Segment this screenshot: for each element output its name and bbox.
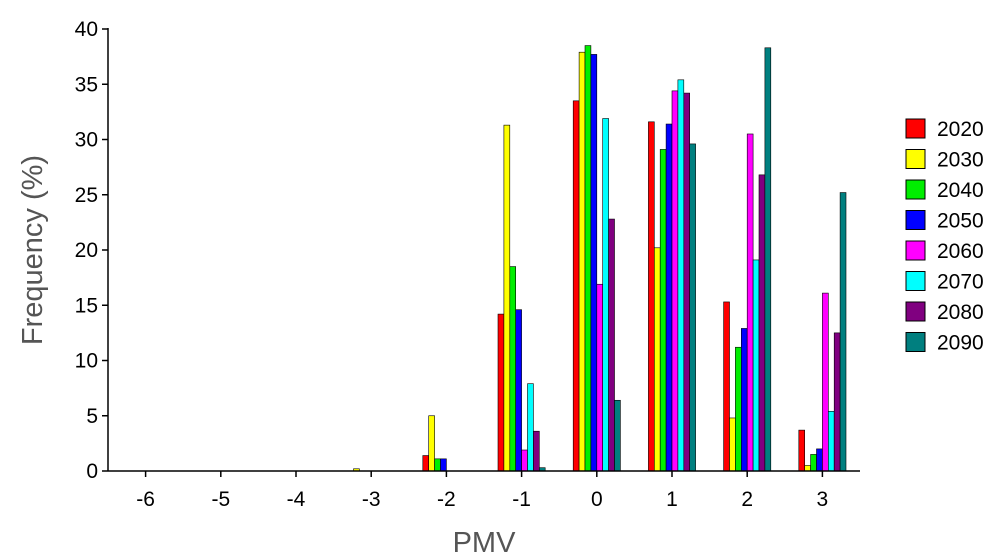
x-tick-label: 1 [666,488,678,511]
bar-2040-pmv--2 [434,458,441,472]
y-tick-label: 35 [75,73,98,96]
bar-2060-pmv--1 [521,449,528,472]
x-tick-label: -5 [211,488,230,511]
bar-2030-pmv-0 [578,51,586,472]
y-axis-title: Frequency (%) [17,155,49,345]
bar-2070-pmv-0 [602,118,609,472]
bar-2050-pmv--2 [440,458,447,472]
x-tick-label: -6 [136,488,155,511]
x-tick-label: 0 [591,488,603,511]
legend-swatch-2030 [905,149,926,169]
legend-swatch-2040 [905,179,926,200]
bar-2050-pmv--1 [515,309,522,472]
bar-2040-pmv-0 [584,45,592,472]
bar-2030-pmv--2 [428,415,435,472]
tick-labels-layer: 0 5 10 15 20 25 30 35 40 -6 -5 -4 -3 -2 -1 0 1 2 3 [75,18,829,511]
bar-2090-pmv-3 [839,192,847,472]
x-tick-label: 2 [741,488,753,511]
bar-2020-pmv-0 [572,100,580,472]
axes-layer [102,28,860,477]
bar-2070-pmv-2 [752,259,760,472]
y-tick-label: 0 [86,460,98,483]
bar-2070-pmv-3 [827,411,835,472]
bar-2020-pmv-3 [798,429,805,472]
bar-2020-pmv-2 [723,301,730,472]
x-axis-title: PMV [453,527,517,557]
legend-label-2080: 2080 [937,301,984,324]
y-tick-label: 15 [75,294,98,317]
x-tick-label: -3 [362,488,381,511]
bar-2060-pmv-1 [671,90,679,472]
y-tick-label: 10 [75,350,98,373]
bar-2070-pmv--1 [527,383,534,472]
bar-2050-pmv-3 [816,448,823,472]
bar-2040-pmv-1 [659,149,667,472]
legend: 2020 2030 2040 2050 2060 2070 2080 2090 [905,118,984,355]
y-tick-label: 5 [86,405,98,428]
y-tick-label: 40 [75,18,98,41]
legend-swatch-2050 [905,210,926,230]
legend-swatch-2020 [905,118,926,139]
bar-2030-pmv--1 [503,124,511,472]
bar-2060-pmv-3 [822,292,829,472]
bar-2060-pmv-0 [596,283,603,472]
bar-2020-pmv--1 [497,313,505,472]
x-tick-label: 3 [817,488,829,511]
legend-label-2020: 2020 [937,118,984,141]
bar-2050-pmv-2 [740,328,748,472]
bar-2080-pmv--1 [533,430,540,472]
bar-2080-pmv-3 [833,332,841,472]
y-tick-label: 20 [75,239,98,262]
legend-label-2060: 2060 [937,240,984,263]
legend-label-2070: 2070 [937,271,984,294]
bar-2060-pmv-2 [746,133,754,472]
bar-2040-pmv-3 [810,454,817,472]
bar-2090-pmv-0 [614,399,621,472]
bar-2080-pmv-1 [683,92,690,472]
legend-label-2050: 2050 [937,210,984,233]
x-tick-label: -4 [287,488,306,511]
bar-2080-pmv-2 [758,174,766,472]
bar-2040-pmv-2 [735,346,742,472]
bar-2080-pmv-0 [608,218,615,472]
bar-2040-pmv--1 [509,266,516,472]
legend-swatch-2080 [905,301,926,322]
y-tick-label: 30 [75,129,98,152]
bar-2030-pmv-2 [729,417,736,472]
bar-2070-pmv-1 [677,79,685,472]
bar-2030-pmv-3 [804,465,811,472]
bar-2090-pmv-1 [689,143,696,472]
bar-2030-pmv-1 [653,247,661,472]
bar-2020-pmv-1 [648,121,655,472]
x-tick-label: -1 [512,488,531,511]
bar-2020-pmv--2 [422,455,429,472]
x-tick-label: -2 [437,488,456,511]
legend-label-2090: 2090 [937,332,984,355]
legend-swatch-2090 [905,332,926,352]
legend-label-2040: 2040 [937,179,984,202]
legend-swatch-2070 [905,271,926,291]
bar-2050-pmv-0 [590,54,598,472]
legend-swatch-2060 [905,240,926,261]
y-tick-label: 25 [75,184,98,207]
bar-2090-pmv-2 [764,47,772,472]
legend-label-2030: 2030 [937,149,984,172]
bar-2050-pmv-1 [665,123,673,472]
bars-layer [353,45,847,472]
